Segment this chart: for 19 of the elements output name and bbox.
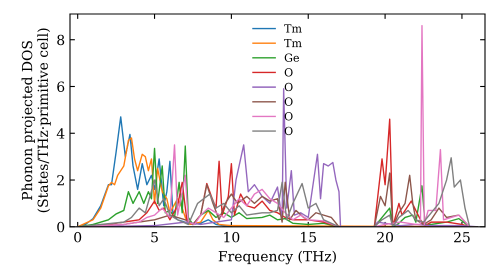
legend-label: O xyxy=(284,82,293,92)
legend-label: O xyxy=(284,97,293,106)
x-tick-label: 10 xyxy=(224,232,240,242)
legend-label: Tm xyxy=(284,24,302,32)
legend-label: Ge xyxy=(284,53,299,62)
x-tick-label: 5 xyxy=(151,232,158,242)
y-tick-label: 4 xyxy=(56,128,64,139)
y-tick-label: 8 xyxy=(57,34,64,46)
legend-label: O xyxy=(284,68,293,77)
y-tick-label: 6 xyxy=(57,81,64,92)
x-tick-label: 0 xyxy=(74,232,82,242)
x-axis-title: Frequency (THz) xyxy=(218,250,336,264)
y-tick-label: 2 xyxy=(57,175,64,186)
x-tick-label: 15 xyxy=(301,232,316,242)
y-tick-label: 0 xyxy=(57,222,64,232)
x-tick-label: 25 xyxy=(454,232,470,242)
legend-label: Tm xyxy=(284,38,302,48)
x-tick-label: 20 xyxy=(377,232,394,242)
y-axis-title: Phonon projected DOS (States/THz·primitive cell) xyxy=(22,28,51,212)
